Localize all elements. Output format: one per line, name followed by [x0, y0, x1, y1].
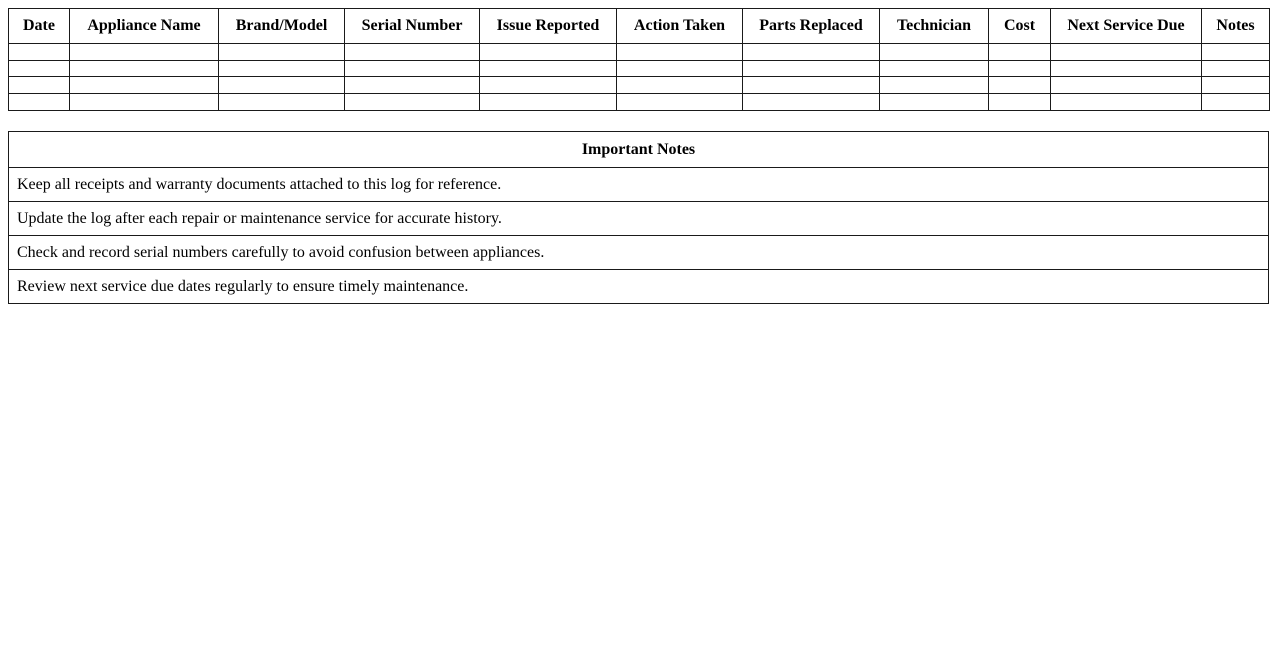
column-header-notes: Notes	[1201, 8, 1270, 44]
log-empty-cell	[1201, 93, 1270, 111]
log-empty-cell	[218, 76, 345, 95]
log-empty-row	[8, 76, 1270, 95]
log-empty-cell	[742, 93, 880, 111]
note-text: Check and record serial numbers carefull…	[8, 235, 1269, 270]
log-empty-cell	[8, 93, 70, 111]
log-empty-cell	[1050, 76, 1202, 95]
log-empty-cell	[988, 76, 1051, 95]
log-empty-cell	[218, 93, 345, 111]
important-notes-table: Important Notes Keep all receipts and wa…	[8, 131, 1269, 304]
log-empty-cell	[1201, 76, 1270, 95]
log-empty-cell	[8, 76, 70, 95]
column-header-appliance-name: Appliance Name	[69, 8, 219, 44]
log-empty-row	[8, 59, 1270, 78]
log-empty-cell	[879, 43, 989, 61]
log-empty-cell	[479, 43, 617, 61]
log-empty-cell	[616, 76, 743, 95]
column-header-next-service-due: Next Service Due	[1050, 8, 1202, 44]
log-empty-cell	[479, 93, 617, 111]
column-header-date: Date	[8, 8, 70, 44]
log-empty-cell	[8, 59, 70, 78]
log-empty-cell	[1050, 43, 1202, 61]
notes-header-row: Important Notes	[8, 131, 1269, 168]
log-empty-cell	[988, 59, 1051, 78]
notes-table-body: Keep all receipts and warranty documents…	[8, 167, 1269, 304]
column-header-brand-model: Brand/Model	[218, 8, 345, 44]
maintenance-log-table: Date Appliance Name Brand/Model Serial Numb…	[8, 8, 1270, 111]
column-header-issue-reported: Issue Reported	[479, 8, 617, 44]
note-text: Update the log after each repair or main…	[8, 201, 1269, 236]
log-empty-cell	[742, 43, 880, 61]
log-empty-cell	[1201, 43, 1270, 61]
log-header-row: Date Appliance Name Brand/Model Serial Numb…	[8, 8, 1270, 44]
log-empty-cell	[1050, 93, 1202, 111]
column-header-action-taken: Action Taken	[616, 8, 743, 44]
log-empty-cell	[616, 43, 743, 61]
log-empty-cell	[616, 93, 743, 111]
note-text: Review next service due dates regularly …	[8, 269, 1269, 304]
log-empty-cell	[988, 93, 1051, 111]
log-empty-cell	[69, 43, 219, 61]
log-empty-cell	[8, 43, 70, 61]
log-empty-cell	[616, 59, 743, 78]
log-empty-row	[8, 93, 1270, 111]
log-empty-cell	[344, 43, 480, 61]
log-empty-cell	[879, 93, 989, 111]
log-table-body	[8, 43, 1270, 111]
log-empty-cell	[742, 76, 880, 95]
log-empty-cell	[742, 59, 880, 78]
note-row: Check and record serial numbers carefull…	[8, 235, 1269, 270]
log-empty-cell	[879, 76, 989, 95]
log-empty-cell	[344, 59, 480, 78]
log-empty-cell	[879, 59, 989, 78]
notes-title: Important Notes	[8, 131, 1269, 168]
note-row: Review next service due dates regularly …	[8, 269, 1269, 304]
column-header-cost: Cost	[988, 8, 1051, 44]
log-empty-cell	[69, 93, 219, 111]
log-empty-cell	[1201, 59, 1270, 78]
log-empty-cell	[479, 59, 617, 78]
log-empty-cell	[218, 43, 345, 61]
note-row: Keep all receipts and warranty documents…	[8, 167, 1269, 202]
log-empty-cell	[218, 59, 345, 78]
note-row: Update the log after each repair or main…	[8, 201, 1269, 236]
log-empty-cell	[344, 93, 480, 111]
log-empty-cell	[69, 76, 219, 95]
note-text: Keep all receipts and warranty documents…	[8, 167, 1269, 202]
log-empty-cell	[69, 59, 219, 78]
log-empty-cell	[1050, 59, 1202, 78]
log-empty-cell	[988, 43, 1051, 61]
column-header-technician: Technician	[879, 8, 989, 44]
log-empty-cell	[479, 76, 617, 95]
column-header-serial-number: Serial Number	[344, 8, 480, 44]
column-header-parts-replaced: Parts Replaced	[742, 8, 880, 44]
log-empty-row	[8, 43, 1270, 61]
log-empty-cell	[344, 76, 480, 95]
